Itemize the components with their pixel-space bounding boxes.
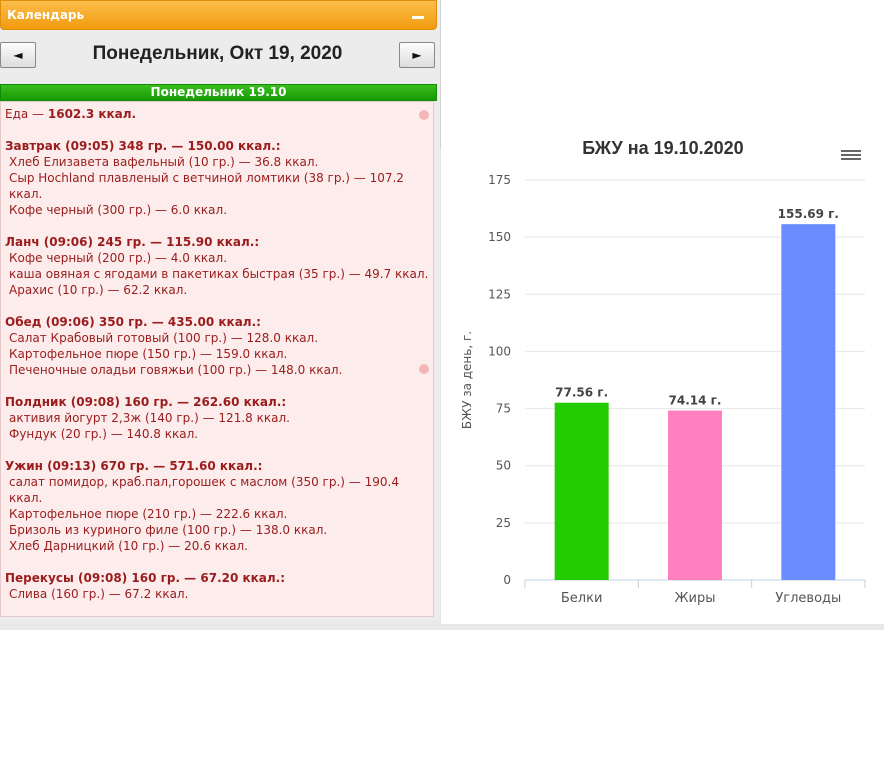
meal-title[interactable]: Обед (09:06) 350 гр. — 435.00 ккал.: [5,315,261,329]
meal-title[interactable]: Ужин (09:13) 670 гр. — 571.60 ккал.: [5,459,263,473]
diary-total-prefix: Еда — [5,107,48,121]
apple-icon[interactable] [419,364,429,374]
data-label: 77.56 г. [555,386,608,400]
meal-item: Кофе черный (300 гр.) — 6.0 ккал. [9,203,228,217]
meal-item: Слива (160 гр.) — 67.2 ккал. [9,587,189,601]
minus-icon[interactable] [412,16,424,19]
data-label: 155.69 г. [778,207,839,221]
meal-item: активия йогурт 2,3ж (140 гр.) — 121.8 кк… [9,411,290,425]
data-label: 74.14 г. [669,394,722,408]
y-tick-label: 150 [488,230,511,244]
chart-panel: 0 25 50 75 100 125 150 175 77.56 г. Белки 74.14 г.… [440,138,884,624]
bottom-strip [0,620,884,630]
meal-item: Картофельное пюре (210 гр.) — 222.6 ккал… [9,507,288,521]
y-tick-label: 100 [488,344,511,358]
x-tick-label: Углеводы [775,591,841,606]
food-diary: Еда — 1602.3 ккал. Завтрак (09:05) 348 г… [0,101,434,617]
y-tick-label: 175 [488,173,511,187]
chart-title: БЖУ на 19.10.2020 [582,138,744,158]
calendar-panel: Календарь ◄ Понедельник, Окт 19, 2020 ► … [0,0,884,630]
bar[interactable] [781,224,836,580]
hamburger-menu-icon[interactable] [841,150,861,160]
meal-item: Хлеб Дарницкий (10 гр.) — 20.6 ккал. [9,539,248,553]
meal-item: каша овяная с ягодами в пакетиках быстра… [9,267,429,281]
bar[interactable] [668,410,722,580]
meal-item: Сыр Hochland плавленый с ветчиной ломтик… [9,171,404,185]
day-bar: Понедельник 19.10 [0,84,437,101]
diary-total: Еда — 1602.3 ккал. [5,106,136,122]
meal-item: Картофельное пюре (150 гр.) — 159.0 ккал… [9,347,288,361]
meal-item: Фундук (20 гр.) — 140.8 ккал. [9,427,199,441]
meal-title[interactable]: Завтрак (09:05) 348 гр. — 150.00 ккал.: [5,139,281,153]
bar[interactable] [554,402,609,580]
meal-item: Салат Крабовый готовый (100 гр.) — 128.0… [9,331,319,345]
meal-title[interactable]: Перекусы (09:08) 160 гр. — 67.20 ккал.: [5,571,286,585]
x-tick-label: Жиры [675,591,716,606]
meal-item: Арахис (10 гр.) — 62.2 ккал. [9,283,188,297]
x-tick-label: Белки [561,591,603,606]
meal-item: Печеночные оладьи говяжьи (100 гр.) — 14… [9,363,343,377]
meal-item: Хлеб Елизавета вафельный (10 гр.) — 36.8… [9,155,319,169]
calendar-header-title: Календарь [7,8,85,22]
y-tick-label: 75 [496,402,511,416]
prev-day-button[interactable]: ◄ [0,42,36,68]
y-tick-label: 25 [496,516,511,530]
meal-item: Кофе черный (200 гр.) — 4.0 ккал. [9,251,228,265]
diary-total-value: 1602.3 ккал. [47,107,137,121]
date-title: Понедельник, Окт 19, 2020 [92,43,343,64]
meal-item: салат помидор, краб.пал,горошек с маслом… [9,475,399,489]
meal-title[interactable]: Полдник (09:08) 160 гр. — 262.60 ккал.: [5,395,287,409]
meal-title[interactable]: Ланч (09:06) 245 гр. — 115.90 ккал.: [5,235,260,249]
y-tick-label: 50 [496,459,511,473]
meal-item: Бризоль из куриного филе (100 гр.) — 138… [9,523,328,537]
y-tick-label: 125 [488,287,511,301]
calendar-header[interactable]: Календарь [0,0,437,30]
meal-item: ккал. [9,187,43,201]
y-tick-label: 0 [503,573,511,587]
bar-chart: 0 25 50 75 100 125 150 175 77.56 г. Белки 74.14 г.… [460,173,866,606]
meal-item: ккал. [9,491,43,505]
apple-icon[interactable] [419,110,429,120]
y-axis-label: БЖУ за день, г. [460,331,474,429]
next-day-button[interactable]: ► [399,42,435,68]
